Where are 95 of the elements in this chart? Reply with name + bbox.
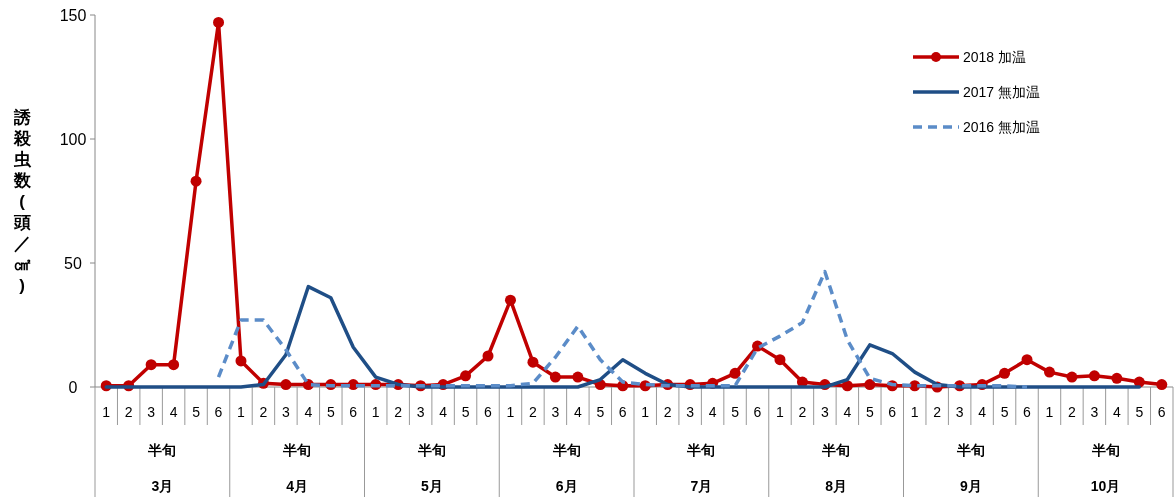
x-tick-label: 4 — [1112, 404, 1121, 420]
point — [235, 355, 247, 367]
text: 半旬 — [416, 442, 446, 458]
text: 半旬 — [147, 442, 177, 458]
point — [841, 380, 853, 392]
point — [460, 370, 472, 382]
text: 半旬 — [955, 442, 985, 458]
x-tick-label: 5 — [865, 404, 874, 420]
x-tick-label: 5 — [461, 404, 470, 420]
x-tick-label: 2 — [798, 404, 807, 420]
point — [1021, 354, 1033, 366]
point — [168, 359, 180, 371]
text: 3月 — [151, 478, 174, 494]
legend-label: 2016 無加温 — [963, 119, 1041, 135]
point — [549, 371, 561, 383]
x-tick-label: 1 — [237, 404, 246, 420]
x-tick-label: 4 — [708, 404, 717, 420]
point — [213, 16, 225, 28]
x-tick-label: 5 — [192, 404, 201, 420]
x-tick-label: 1 — [641, 404, 650, 420]
point — [1043, 366, 1055, 378]
x-tick-label: 2 — [394, 404, 403, 420]
y-tick-label: 50 — [64, 255, 82, 272]
x-tick-label: 2 — [663, 404, 672, 420]
x-tick-label: 6 — [214, 404, 223, 420]
point — [729, 367, 741, 379]
point — [145, 359, 157, 371]
x-tick-label: 1 — [102, 404, 111, 420]
text: 6月 — [555, 478, 578, 494]
x-tick-label: 1 — [776, 404, 785, 420]
x-tick-label: 5 — [596, 404, 605, 420]
y-tick-label: 100 — [59, 131, 87, 148]
point — [1111, 372, 1123, 384]
x-tick-label: 2 — [529, 404, 538, 420]
point — [572, 371, 584, 383]
x-tick-label: 2 — [259, 404, 268, 420]
x-tick-label: 5 — [1135, 404, 1144, 420]
x-tick-label: 2 — [1068, 404, 1077, 420]
x-tick-label: 6 — [1023, 404, 1032, 420]
x-tick-label: 6 — [888, 404, 897, 420]
point — [1156, 379, 1168, 391]
x-tick-label: 1 — [1045, 404, 1054, 420]
text: 誘殺虫数(頭／㎠) — [13, 108, 31, 295]
point — [280, 379, 292, 391]
x-tick-label: 4 — [573, 404, 582, 420]
text: 半旬 — [686, 442, 716, 458]
point — [999, 367, 1011, 379]
text: 5月 — [420, 478, 443, 494]
x-tick-label: 4 — [978, 404, 987, 420]
x-tick-label: 3 — [282, 404, 290, 420]
x-tick-label: 6 — [1157, 404, 1166, 420]
text: 半旬 — [551, 442, 581, 458]
x-tick-label: 3 — [955, 404, 964, 420]
x-tick-label: 1 — [371, 404, 380, 420]
point — [774, 354, 786, 366]
text: 9月 — [959, 478, 982, 494]
text: 8月 — [825, 478, 848, 494]
x-tick-label: 4 — [843, 404, 852, 420]
y-tick-label: 0 — [68, 379, 78, 396]
text: 4月 — [286, 478, 309, 494]
point — [864, 379, 876, 391]
x-tick-label: 4 — [304, 404, 313, 420]
x-tick-label: 3 — [416, 404, 425, 420]
point — [1066, 371, 1078, 383]
point — [190, 175, 202, 187]
x-tick-label: 1 — [506, 404, 515, 420]
legend-label: 2017 無加温 — [963, 84, 1041, 100]
point — [1088, 370, 1100, 382]
x-tick-label: 3 — [821, 404, 829, 420]
x-tick-label: 2 — [124, 404, 133, 420]
x-tick-label: 5 — [1000, 404, 1009, 420]
text: 7月 — [690, 478, 713, 494]
x-tick-label: 5 — [326, 404, 335, 420]
point — [527, 356, 539, 368]
text: 半旬 — [821, 442, 851, 458]
x-tick-label: 3 — [551, 404, 560, 420]
x-tick-label: 3 — [1090, 404, 1099, 420]
x-tick-label: 6 — [349, 404, 358, 420]
x-tick-label: 4 — [439, 404, 448, 420]
x-tick-label: 1 — [910, 404, 919, 420]
point — [504, 294, 516, 306]
point — [482, 350, 494, 362]
x-tick-label: 6 — [753, 404, 762, 420]
x-tick-label: 3 — [686, 404, 695, 420]
text: 10月 — [1090, 478, 1121, 494]
x-tick-label: 5 — [731, 404, 740, 420]
x-tick-label: 6 — [618, 404, 627, 420]
x-tick-label: 2 — [933, 404, 942, 420]
y-tick-label: 150 — [59, 7, 87, 24]
x-tick-label: 4 — [169, 404, 178, 420]
x-tick-label: 3 — [147, 404, 156, 420]
x-tick-label: 6 — [484, 404, 493, 420]
text: 半旬 — [282, 442, 312, 458]
text: 半旬 — [1090, 442, 1120, 458]
legend-label: 2018 加温 — [963, 49, 1027, 65]
